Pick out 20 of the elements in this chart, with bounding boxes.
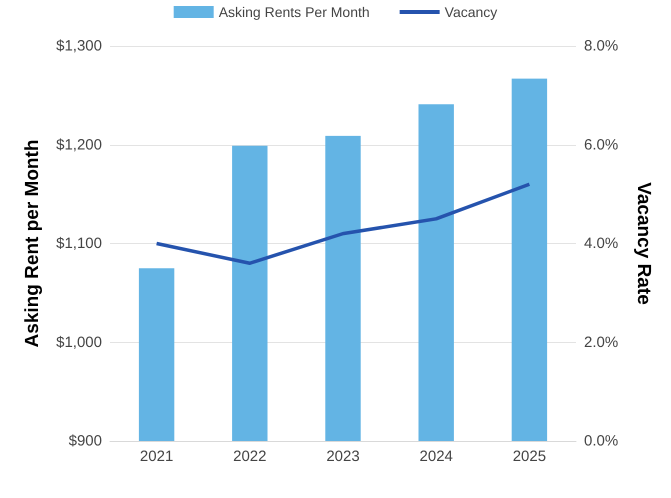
y2-tick-label: 0.0%	[584, 432, 618, 450]
x-tick-label: 2024	[420, 448, 453, 465]
y2-tick-label: 4.0%	[584, 235, 618, 252]
y-tick-label: $1,200	[56, 136, 102, 154]
y-tick-label: $1,000	[56, 334, 102, 351]
y2-tick-label: 2.0%	[584, 334, 618, 351]
y-tick-label: $1,300	[56, 38, 102, 54]
x-tick-label: 2022	[233, 448, 266, 465]
y2-axis-title: Vacancy Rate	[633, 182, 654, 305]
x-tick-label: 2023	[326, 448, 360, 465]
x-tick-label: 2021	[140, 448, 174, 465]
y2-tick-label: 8.0%	[584, 38, 618, 54]
legend-label: Asking Rents Per Month	[218, 4, 370, 20]
x-tick-label: 2025	[512, 448, 546, 465]
y-tick-label: $1,100	[56, 235, 102, 252]
y-axis-title: Asking Rent per Month	[22, 140, 43, 348]
y-tick-label: $900	[68, 432, 102, 450]
y2-tick-label: 6.0%	[584, 136, 618, 154]
line-series	[154, 182, 532, 265]
legend-label: Vacancy	[444, 4, 498, 20]
